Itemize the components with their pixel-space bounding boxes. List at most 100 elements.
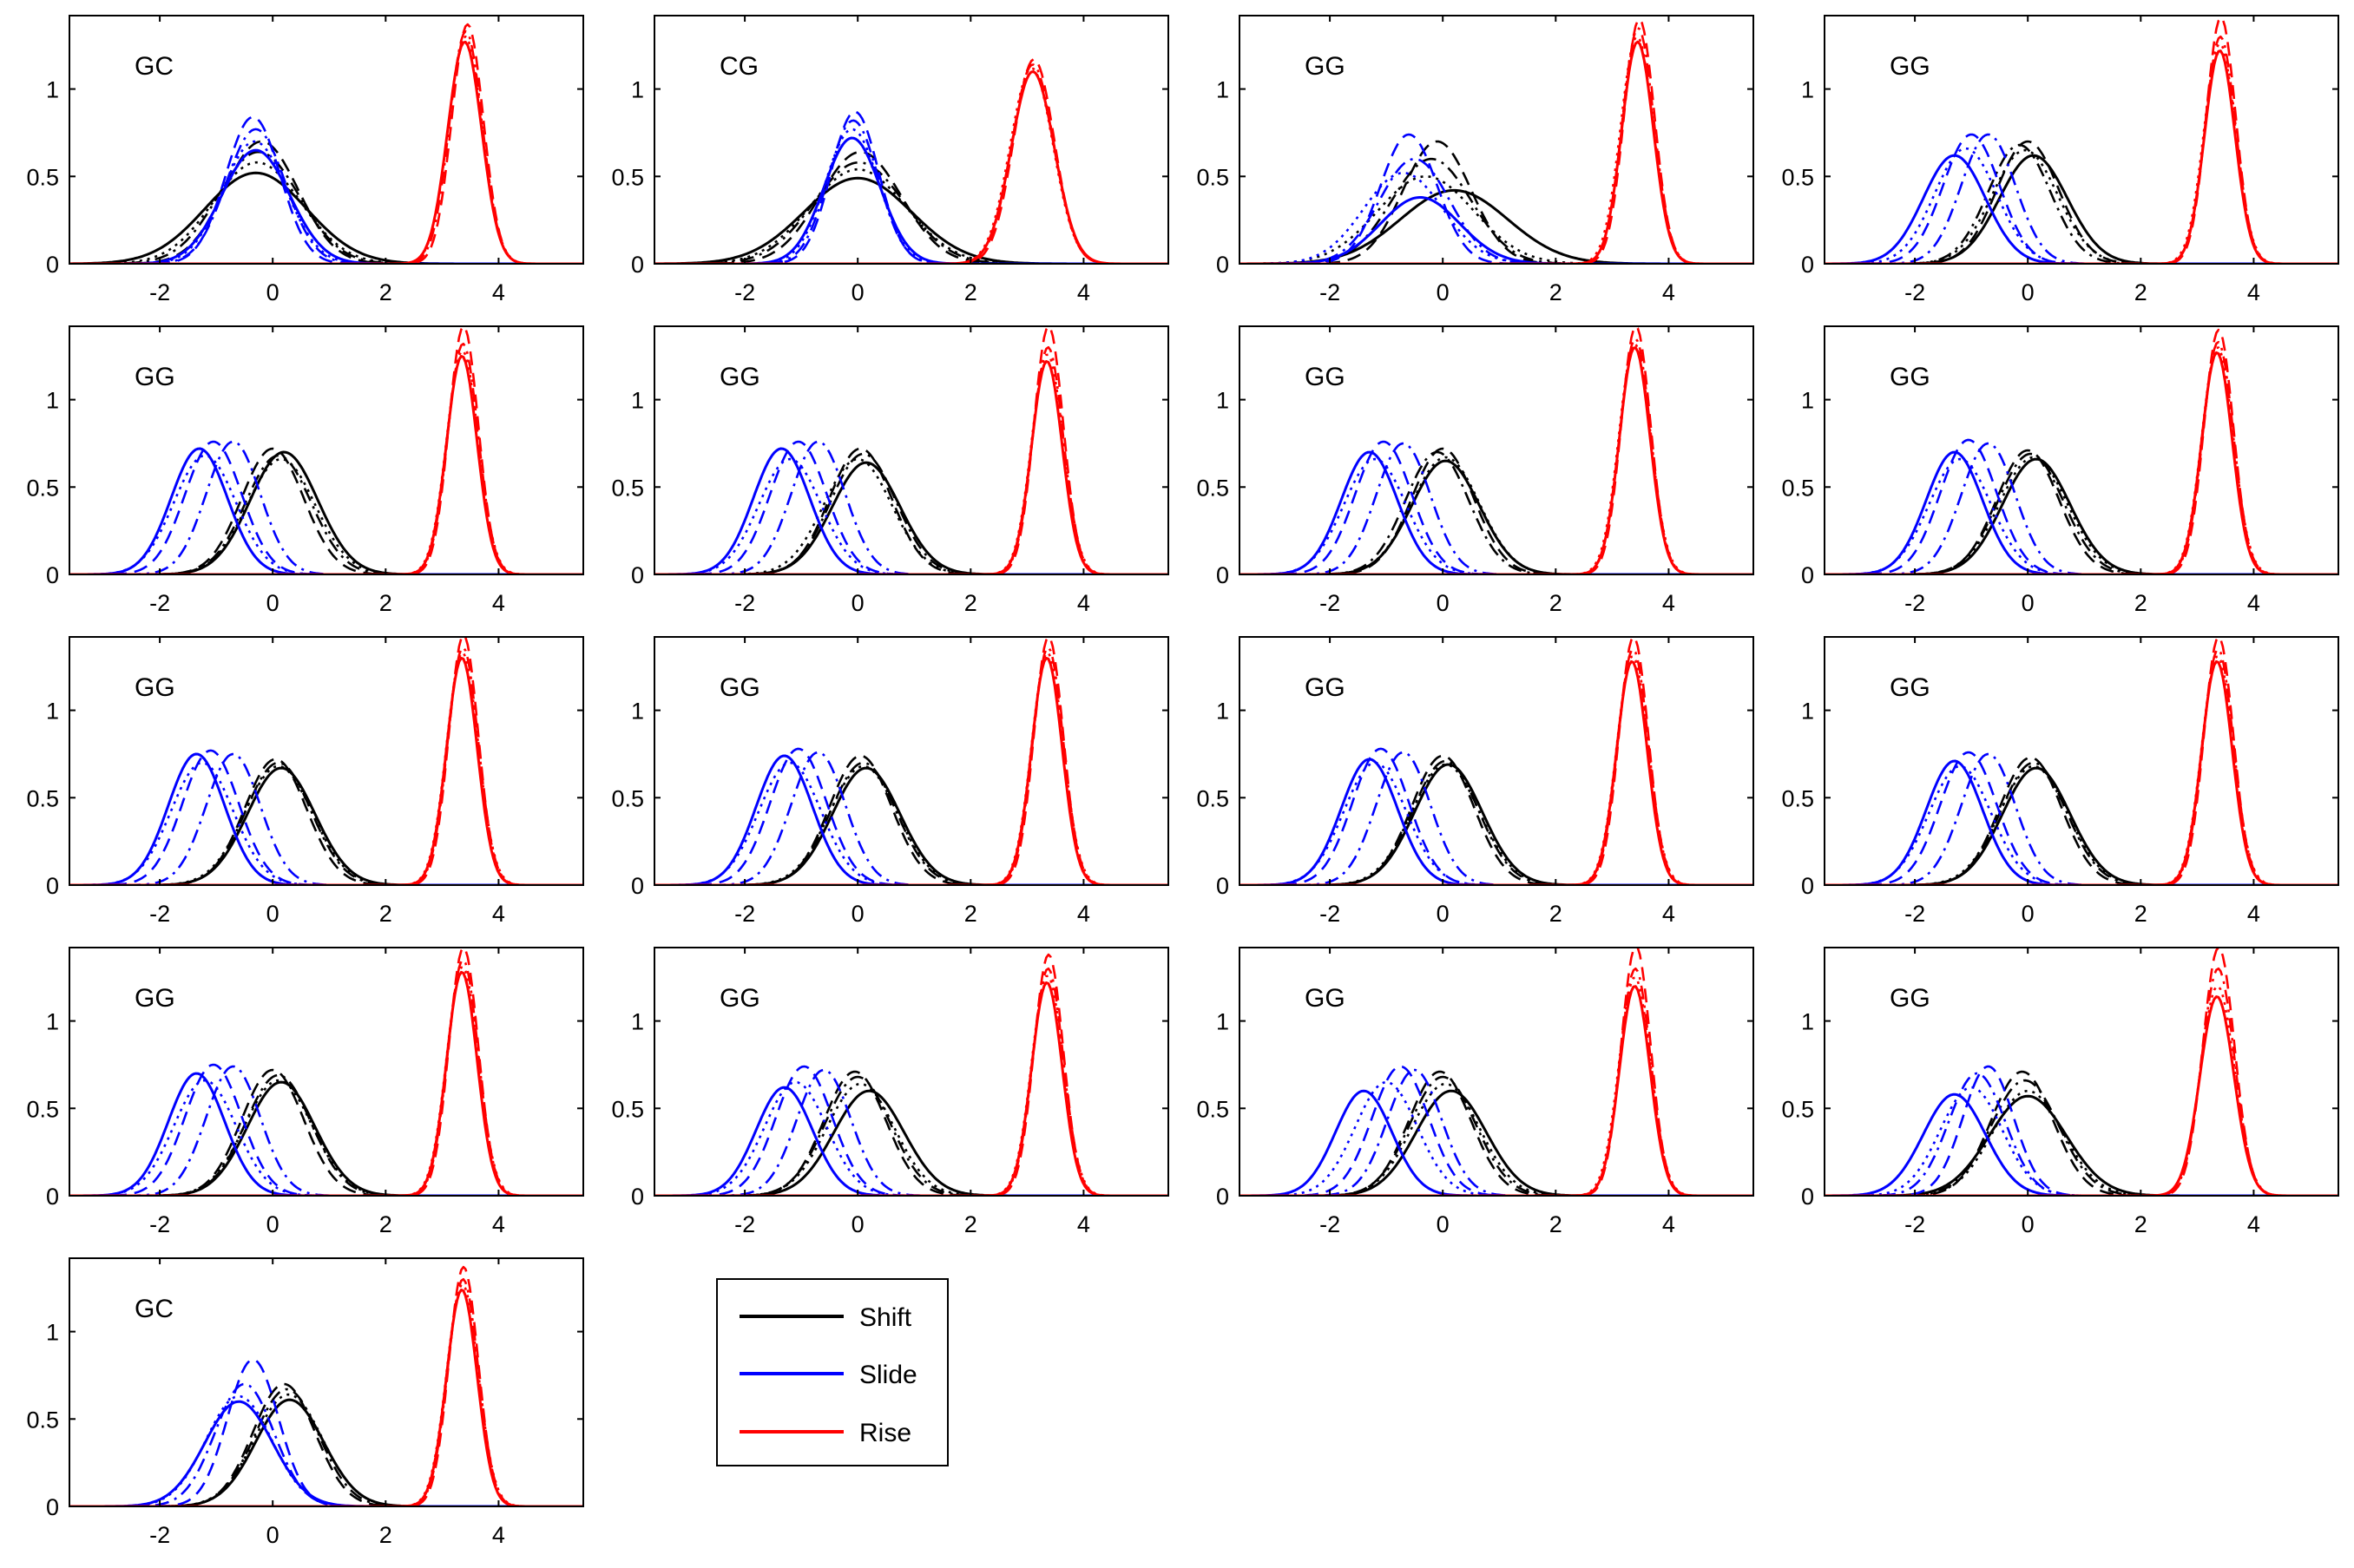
y-tick-label: 0 [631,1184,644,1210]
shift-solid-line [69,1080,583,1196]
shift-dashdot-line [1239,759,1753,885]
shift-dotted-line [69,764,583,885]
x-tick-label: 2 [2134,901,2147,927]
y-tick-label: 0.5 [611,475,644,501]
shift-dotted-line [654,764,1168,885]
shift-dashed-line [654,447,1168,574]
x-tick-label: 2 [1549,279,1562,305]
slide-dashed-line [69,749,583,885]
rise-solid-line [69,970,583,1196]
shift-dashed-line [69,1068,583,1196]
slide-dotted-line [1239,172,1753,264]
x-tick-label: -2 [149,590,170,616]
rise-dashdot-line [69,646,583,885]
shift-dotted-line [1239,456,1753,574]
slide-solid-line [69,752,583,885]
x-tick-label: 4 [2247,279,2260,305]
slide-solid-line [1825,154,2338,264]
rise-dashed-line [69,326,583,574]
panel-01: -2 0 2 4 0 0.5 1 GC [26,15,584,305]
slide-dotted-line [1239,1080,1753,1196]
axes-frame [1239,15,1754,265]
x-tick-label: 0 [852,901,865,927]
y-tick-label: 0 [1801,252,1814,278]
panel-label: GG [1305,363,1345,391]
shift-dashed-line [69,758,583,885]
shift-solid-line [1825,766,2338,885]
panel-15: -2 0 2 4 0 0.5 1 GG [1196,947,1754,1237]
shift-solid-line [1825,1094,2338,1196]
slide-dotted-line [69,140,583,264]
y-tick-label: 1 [46,699,59,725]
panel-04: -2 0 2 4 0 0.5 1 GG [1781,15,2339,305]
y-tick-label: 1 [46,1320,59,1346]
y-tick-label: 0 [1216,1184,1229,1210]
y-tick-label: 1 [631,1009,644,1035]
x-tick-label: 0 [266,901,279,927]
shift-solid-line [654,461,1168,574]
panel-label: GG [1305,673,1345,702]
x-tick-label: 2 [2134,1211,2147,1237]
rise-dashed-line [1239,948,1753,1196]
y-tick-label: 0.5 [1196,475,1229,501]
rise-solid-line [1239,985,1753,1196]
y-tick-label: 0.5 [1196,164,1229,190]
x-tick-label: 4 [1077,590,1090,616]
x-tick-label: 4 [1077,901,1090,927]
x-tick-label: 4 [492,1211,505,1237]
y-tick-label: 1 [1216,1009,1229,1035]
panel-label: GG [720,363,760,391]
slide-dashdot-line [1825,1072,2338,1196]
rise-solid-line [1825,659,2338,885]
slide-solid-line [69,148,583,264]
x-tick-label: 2 [379,590,392,616]
panel-14: -2 0 2 4 0 0.5 1 GG [611,947,1169,1237]
slide-dotted-line [69,1394,583,1506]
rise-solid-line [69,355,583,574]
x-tick-label: 4 [1662,590,1675,616]
axes-frame [69,1257,584,1507]
rise-dotted-line [69,1283,583,1506]
slide-solid-line [69,1400,583,1506]
shift-solid-line [1239,459,1753,574]
x-tick-label: 2 [2134,590,2147,616]
x-tick-label: 0 [852,279,865,305]
x-tick-label: 0 [266,1211,279,1237]
panels: -2 0 2 4 0 0.5 1 GC -2 0 2 4 0 0.5 1 CG -2 0 2 4 0 0.5 1 GG -2 0 2… [26,15,2339,1548]
shift-dashed-line [69,447,583,574]
rise-dotted-line [69,35,583,264]
rise-dashdot-line [654,63,1168,264]
y-tick-label: 0.5 [1781,785,1814,811]
y-tick-label: 1 [46,1009,59,1035]
slide-dotted-line [654,761,1168,885]
y-tick-label: 0.5 [1781,475,1814,501]
legend-label-slide: Slide [859,1361,917,1389]
shift-dashdot-line [654,761,1168,885]
rise-solid-line [654,981,1168,1196]
y-tick-label: 1 [1801,77,1814,103]
shift-dotted-line [1825,1089,2338,1196]
x-tick-label: 0 [1437,590,1450,616]
shift-solid-line [69,766,583,885]
y-tick-label: 0.5 [26,1096,59,1122]
x-tick-label: 0 [1437,901,1450,927]
x-tick-label: 2 [964,590,977,616]
shift-solid-line [1825,457,2338,574]
y-tick-label: 0 [1216,252,1229,278]
x-tick-label: 2 [379,279,392,305]
shift-dashed-line [1239,140,1753,264]
x-tick-label: -2 [1904,279,1925,305]
x-tick-label: -2 [1904,590,1925,616]
x-tick-label: 2 [964,901,977,927]
panel-label: GG [1305,52,1345,81]
rise-solid-line [654,70,1168,264]
x-tick-label: 2 [379,1522,392,1548]
shift-dotted-line [654,167,1168,264]
slide-dashdot-line [1825,133,2338,264]
y-tick-label: 0.5 [26,475,59,501]
shift-dotted-line [654,457,1168,574]
slide-solid-line [1239,1089,1753,1196]
slide-dotted-line [69,761,583,885]
shift-dashdot-line [654,161,1168,264]
panel-label: GC [135,1295,174,1323]
